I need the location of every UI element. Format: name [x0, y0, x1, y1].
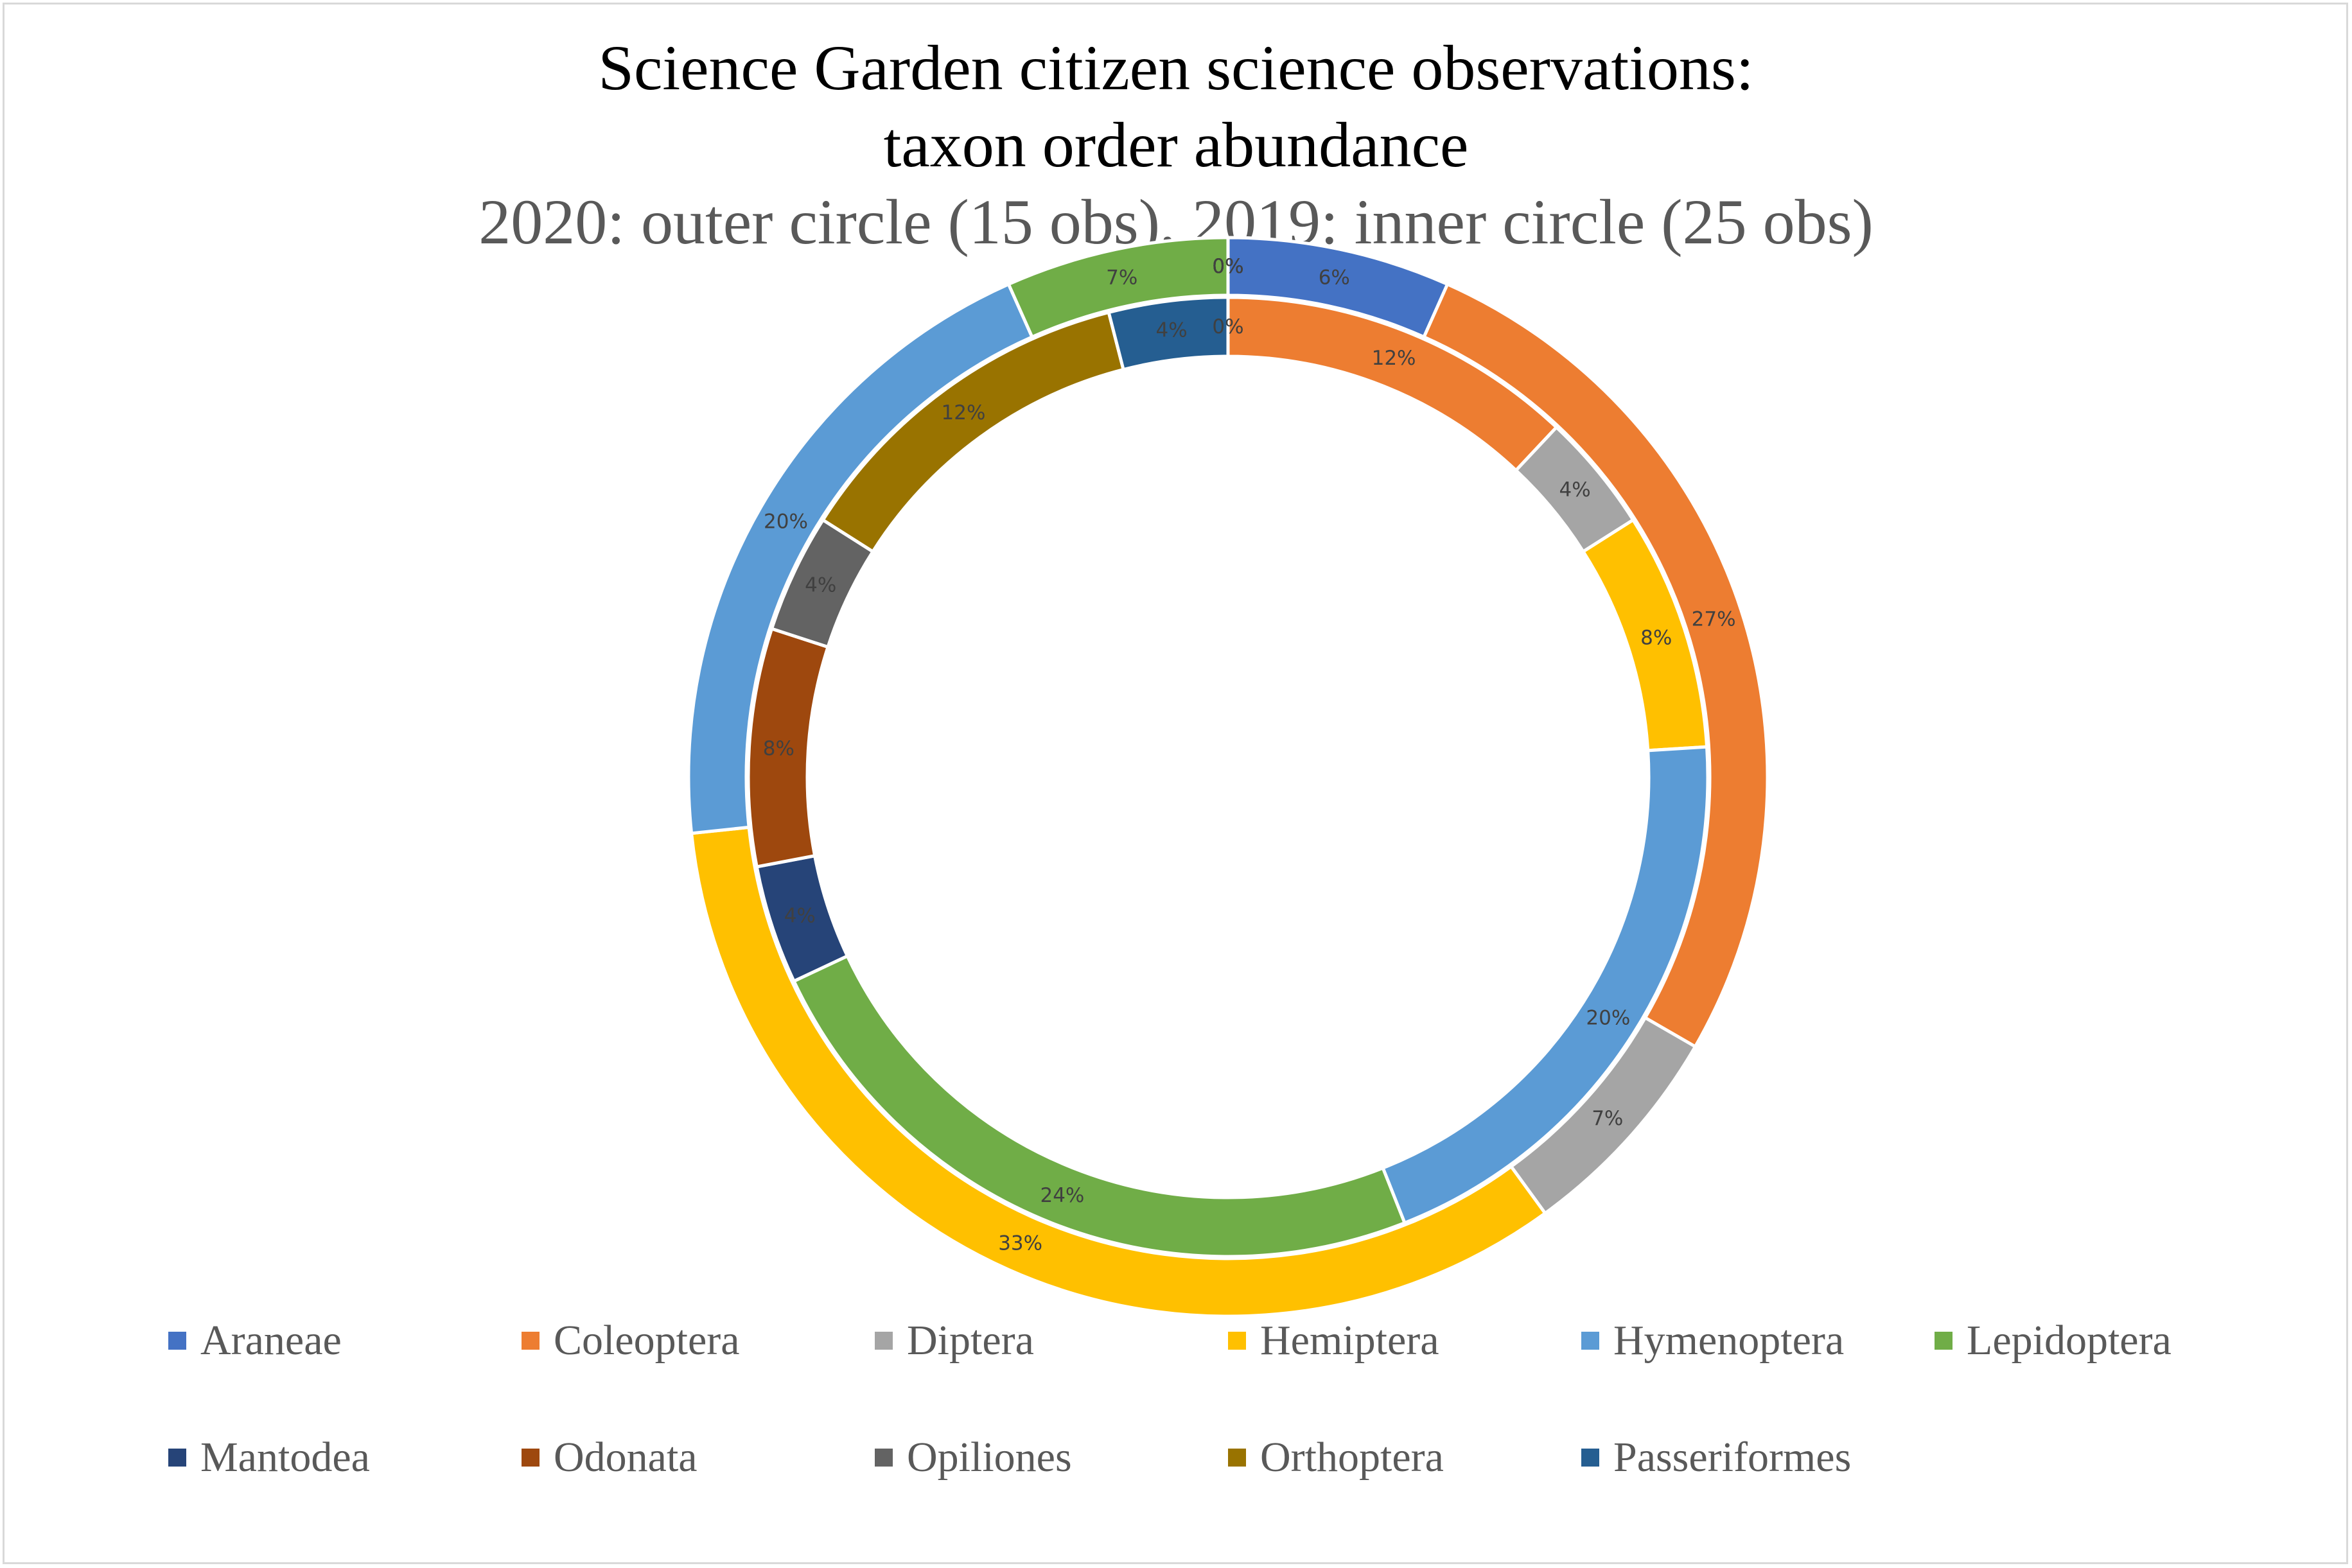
legend-swatch: [522, 1449, 540, 1467]
inner-slice-lepidoptera: [791, 954, 1407, 1259]
inner-label-hymenoptera: 20%: [1586, 1007, 1630, 1030]
outer-ring-2020: [687, 236, 1769, 1318]
legend-swatch: [168, 1332, 186, 1350]
legend-swatch: [168, 1449, 186, 1467]
chart-title-line-1: Science Garden citizen science observati…: [598, 32, 1754, 103]
legend-swatch: [1935, 1332, 1953, 1350]
outer-label-passeriformes: 0%: [1212, 255, 1243, 278]
legend-label: Coleoptera: [554, 1317, 740, 1364]
legend-item-opiliones: Opiliones: [875, 1432, 1072, 1483]
inner-label-opiliones: 4%: [805, 574, 836, 597]
legend-item-araneae: Araneae: [168, 1315, 342, 1366]
legend-label: Diptera: [907, 1317, 1034, 1364]
outer-label-hemiptera: 33%: [998, 1232, 1042, 1255]
data-labels: 0% 12% 4% 8% 20% 24% 4% 8% 4% 12% 4% 6% 27% 7% 33% 20% 7…: [763, 255, 1736, 1255]
legend-item-mantodea: Mantodea: [168, 1432, 370, 1483]
inner-slice-passeriformes: [1107, 295, 1230, 372]
legend-label: Lepidoptera: [1967, 1317, 2172, 1364]
outer-label-araneae: 6%: [1319, 266, 1350, 289]
outer-label-opiliones: 0%: [1212, 255, 1243, 278]
outer-label-odonata: 0%: [1212, 255, 1243, 278]
legend-swatch: [1581, 1332, 1599, 1350]
legend-label: Passeriformes: [1613, 1434, 1852, 1481]
legend-label: Mantodea: [200, 1434, 370, 1481]
outer-label-mantodea: 0%: [1212, 255, 1243, 278]
outer-label-diptera: 7%: [1592, 1107, 1623, 1130]
legend-label: Araneae: [200, 1317, 342, 1364]
outer-slice-lepidoptera: [1006, 236, 1230, 340]
legend-item-diptera: Diptera: [875, 1315, 1034, 1366]
inner-label-passeriformes: 4%: [1156, 319, 1188, 342]
legend-label: Opiliones: [907, 1434, 1072, 1481]
legend-label: Orthoptera: [1260, 1434, 1444, 1481]
chart-title-line-2: taxon order abundance: [883, 109, 1469, 180]
legend-swatch: [875, 1332, 893, 1350]
outer-label-orthoptera: 0%: [1212, 255, 1243, 278]
legend-item-lepidoptera: Lepidoptera: [1935, 1315, 2172, 1366]
inner-label-lepidoptera: 24%: [1040, 1184, 1084, 1207]
inner-label-coleoptera: 12%: [1372, 347, 1416, 370]
legend-label: Hymenoptera: [1613, 1317, 1845, 1364]
legend-item-hemiptera: Hemiptera: [1228, 1315, 1439, 1366]
inner-label-diptera: 4%: [1559, 478, 1591, 501]
inner-label-orthoptera: 12%: [942, 401, 986, 424]
legend-item-coleoptera: Coleoptera: [522, 1315, 740, 1366]
inner-label-araneae: 0%: [1212, 315, 1243, 338]
legend-swatch: [875, 1449, 893, 1467]
inner-ring-2019: [746, 295, 1710, 1259]
legend-swatch: [1228, 1332, 1246, 1350]
inner-label-hemiptera: 8%: [1640, 626, 1672, 649]
legend-item-orthoptera: Orthoptera: [1228, 1432, 1444, 1483]
legend-item-passeriformes: Passeriformes: [1581, 1432, 1851, 1483]
chart-frame: [3, 3, 2348, 1564]
legend-swatch: [1581, 1449, 1599, 1467]
outer-label-hymenoptera: 20%: [764, 510, 808, 534]
legend-label: Odonata: [554, 1434, 698, 1481]
legend-label: Hemiptera: [1260, 1317, 1439, 1364]
inner-label-odonata: 8%: [763, 737, 794, 760]
legend-swatch: [1228, 1449, 1246, 1467]
outer-label-coleoptera: 27%: [1692, 607, 1736, 631]
legend-item-hymenoptera: Hymenoptera: [1581, 1315, 1844, 1366]
inner-label-mantodea: 4%: [784, 905, 816, 928]
outer-label-lepidoptera: 7%: [1106, 266, 1137, 289]
legend-item-odonata: Odonata: [522, 1432, 698, 1483]
legend-swatch: [522, 1332, 540, 1350]
